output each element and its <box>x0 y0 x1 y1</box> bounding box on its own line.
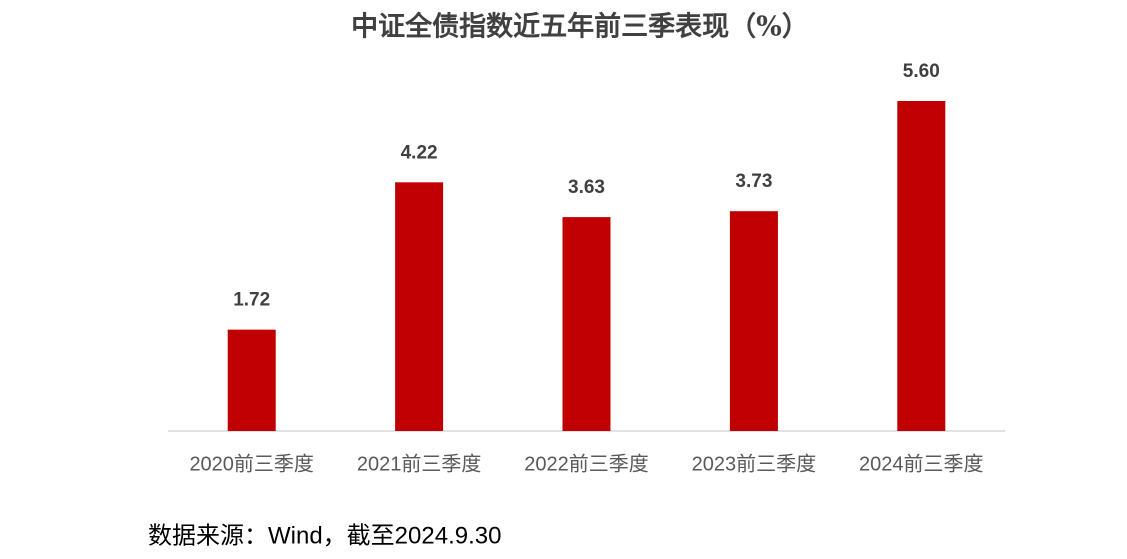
x-tick-label: 2021前三季度 <box>357 452 482 475</box>
source-note: 数据来源：Wind，截至2024.9.30 <box>148 522 501 549</box>
value-label: 3.73 <box>735 171 772 192</box>
value-label: 5.60 <box>903 61 940 82</box>
bar <box>395 182 444 431</box>
value-label: 1.72 <box>233 290 270 311</box>
x-tick-label: 2020前三季度 <box>189 452 314 475</box>
value-label: 3.63 <box>568 177 605 198</box>
chart-title: 中证全债指数近五年前三季表现（%） <box>351 11 809 43</box>
bar <box>729 211 778 431</box>
x-tick-label: 2022前三季度 <box>524 452 649 475</box>
bar <box>227 329 276 431</box>
bar <box>897 101 946 431</box>
x-tick-label: 2023前三季度 <box>692 452 817 475</box>
value-label: 4.22 <box>401 142 438 163</box>
x-tick-label: 2024前三季度 <box>859 452 984 475</box>
bar <box>562 217 611 431</box>
